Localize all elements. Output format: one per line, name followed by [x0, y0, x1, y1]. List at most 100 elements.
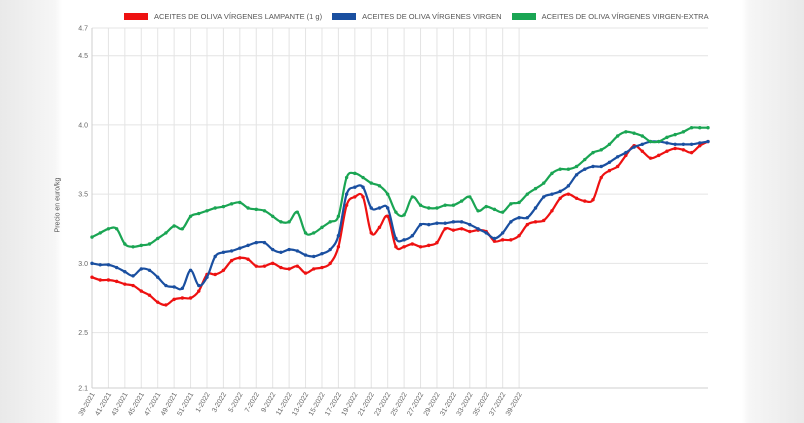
- series-point-2: [106, 227, 111, 231]
- legend-swatch-red: [124, 13, 148, 20]
- series-point-2: [246, 206, 250, 210]
- series-point-2: [681, 130, 686, 134]
- series-point-1: [459, 220, 464, 224]
- x-tick-label: 9-2022: [260, 391, 277, 413]
- series-point-0: [336, 245, 341, 249]
- series-point-2: [574, 164, 579, 169]
- series-point-2: [188, 214, 193, 219]
- series-point-1: [336, 233, 341, 238]
- series-point-1: [377, 206, 382, 210]
- series-point-2: [673, 132, 677, 137]
- series-point-1: [542, 195, 546, 199]
- series-point-2: [418, 203, 423, 207]
- series-point-1: [443, 221, 447, 225]
- series-point-0: [123, 282, 127, 286]
- series-point-0: [221, 268, 226, 273]
- series-point-0: [509, 238, 513, 242]
- series-point-2: [517, 200, 521, 205]
- series-point-1: [706, 139, 710, 144]
- legend-item-virgen-extra[interactable]: ACEITES DE OLIVA VÍRGENES VIRGEN-EXTRA: [511, 12, 709, 21]
- series-point-0: [542, 218, 546, 223]
- legend-swatch-blue: [332, 13, 357, 20]
- x-tick-label: 39-2022: [505, 391, 524, 417]
- series-line-2: [91, 126, 708, 248]
- series-point-2: [648, 139, 653, 144]
- series-point-0: [681, 148, 686, 152]
- series-point-0: [673, 146, 677, 151]
- y-tick-label: 2.1: [78, 386, 88, 393]
- series-point-2: [525, 192, 530, 196]
- series-point-2: [509, 202, 513, 206]
- series-point-2: [213, 206, 217, 210]
- series-point-1: [550, 192, 554, 196]
- series-point-0: [90, 275, 94, 279]
- series-point-2: [377, 184, 382, 188]
- series-point-0: [361, 195, 365, 199]
- series-point-1: [558, 189, 562, 194]
- series-point-1: [213, 254, 217, 259]
- series-point-1: [164, 283, 168, 288]
- series-point-2: [229, 202, 234, 206]
- series-point-1: [205, 275, 209, 279]
- series-point-2: [451, 203, 456, 207]
- series-point-1: [418, 222, 423, 227]
- series-point-2: [599, 148, 603, 152]
- series-point-0: [558, 196, 562, 201]
- series-point-2: [344, 175, 349, 180]
- series-point-0: [238, 256, 242, 260]
- series-point-0: [492, 239, 497, 243]
- legend-item-lampante[interactable]: ACEITES DE OLIVA VÍRGENES LAMPANTE (1 g): [124, 12, 322, 21]
- series-point-0: [566, 192, 571, 196]
- series-point-1: [385, 206, 390, 210]
- series-point-1: [640, 142, 644, 147]
- series-point-2: [361, 175, 365, 180]
- series-point-2: [320, 225, 324, 230]
- series-point-2: [279, 220, 283, 224]
- series-point-0: [410, 242, 415, 246]
- series-point-2: [459, 199, 464, 203]
- series-point-2: [615, 134, 620, 138]
- series-point-2: [558, 167, 562, 171]
- series-point-2: [287, 220, 291, 224]
- series-point-2: [706, 125, 710, 130]
- line-chart: 2.12.53.03.54.04.54.739-202141-202143-20…: [78, 26, 710, 417]
- series-point-1: [624, 150, 628, 155]
- series-point-0: [599, 175, 603, 180]
- y-tick-label: 2.5: [78, 330, 88, 337]
- series-point-0: [591, 197, 595, 202]
- y-tick-label: 4.5: [78, 53, 88, 60]
- series-point-2: [665, 135, 669, 140]
- series-point-2: [500, 210, 505, 214]
- series-point-1: [344, 192, 349, 196]
- series-point-2: [566, 167, 571, 171]
- series-point-1: [410, 233, 415, 238]
- series-point-2: [583, 157, 587, 162]
- y-axis-label: Precio en euro/kg: [54, 177, 62, 233]
- series-point-0: [197, 289, 201, 293]
- series-point-1: [500, 231, 505, 235]
- series-point-1: [114, 265, 119, 270]
- y-tick-label: 4.7: [78, 26, 88, 33]
- series-point-0: [427, 243, 431, 248]
- series-point-0: [648, 156, 653, 160]
- series-point-0: [262, 264, 267, 268]
- series-point-2: [698, 125, 702, 130]
- series-point-1: [698, 141, 702, 145]
- series-point-0: [665, 149, 669, 153]
- series-point-1: [509, 220, 513, 224]
- series-point-1: [468, 222, 472, 227]
- series-point-1: [106, 263, 111, 267]
- series-point-1: [131, 274, 135, 278]
- series-point-0: [443, 227, 447, 231]
- series-point-0: [246, 257, 250, 261]
- series-point-0: [164, 303, 168, 307]
- series-point-1: [583, 167, 587, 171]
- series-point-0: [657, 153, 661, 158]
- series-point-0: [459, 227, 464, 231]
- series-point-1: [197, 283, 201, 288]
- series-point-0: [640, 149, 644, 153]
- legend-item-virgen[interactable]: ACEITES DE OLIVA VÍRGENES VIRGEN: [332, 12, 502, 21]
- series-point-1: [328, 247, 332, 252]
- series-point-2: [270, 214, 275, 219]
- series-point-2: [254, 207, 258, 212]
